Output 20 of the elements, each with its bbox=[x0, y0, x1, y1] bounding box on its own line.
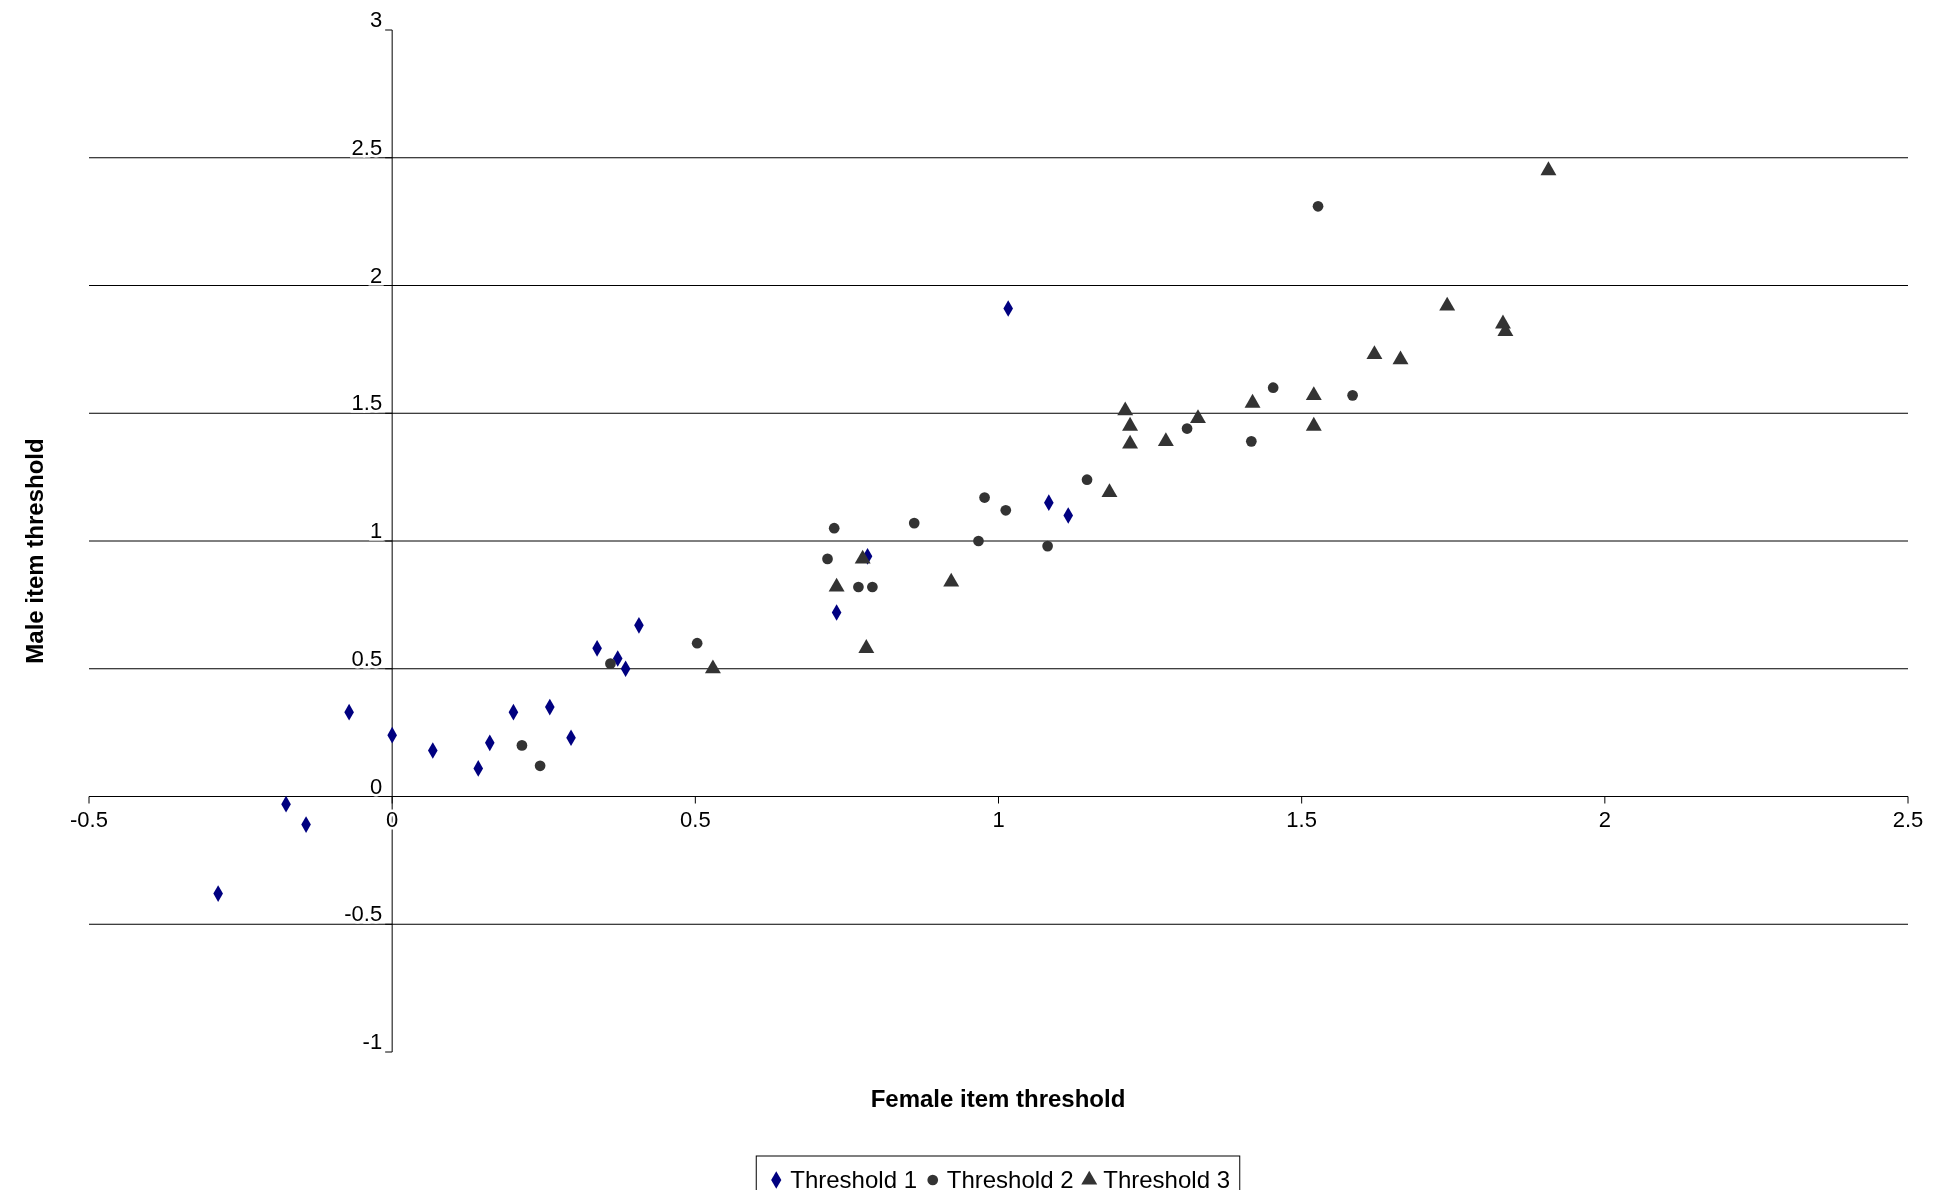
x-tick-label: -0.5 bbox=[70, 806, 108, 832]
x-tick-label: 0.5 bbox=[680, 806, 711, 832]
y-tick-label: -1 bbox=[362, 1029, 383, 1054]
y-tick-label: 2.5 bbox=[351, 134, 383, 160]
x-axis-title: Female item threshold bbox=[870, 1085, 1126, 1112]
legend-label: Threshold 1 bbox=[790, 1166, 917, 1193]
x-tick-label: 1 bbox=[992, 806, 1005, 832]
x-tick-label: 2 bbox=[1598, 806, 1611, 832]
y-tick-label: 0.5 bbox=[351, 645, 383, 671]
y-tick-label: 1.5 bbox=[351, 390, 383, 416]
y-axis-title: Male item threshold bbox=[21, 438, 48, 664]
y-tick-label: -0.5 bbox=[344, 901, 383, 927]
y-tick-label: 1 bbox=[369, 518, 383, 543]
legend-label: Threshold 2 bbox=[946, 1166, 1074, 1193]
y-tick-label: 0 bbox=[369, 773, 383, 799]
y-tick-label: 3 bbox=[369, 7, 383, 32]
x-tick-label: 2.5 bbox=[1892, 806, 1924, 832]
legend-label: Threshold 3 bbox=[1103, 1166, 1230, 1193]
y-tick-label: 2 bbox=[369, 262, 383, 288]
x-tick-label: 1.5 bbox=[1286, 806, 1317, 832]
